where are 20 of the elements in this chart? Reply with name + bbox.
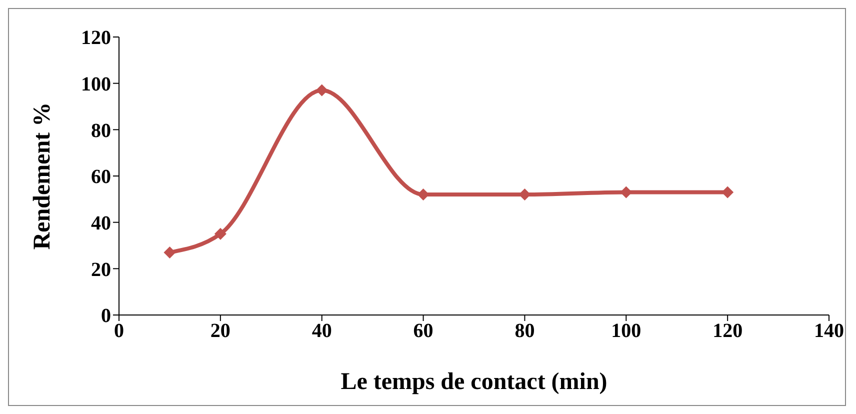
- point: [214, 228, 226, 240]
- x-tick-label: 40: [312, 320, 332, 342]
- y-tick-label: 80: [91, 120, 111, 142]
- x-tick-label: 100: [611, 320, 642, 342]
- x-axis-title: Le temps de contact (min): [340, 369, 608, 395]
- x-tick-label: 60: [413, 320, 434, 342]
- point: [164, 246, 176, 258]
- y-axis-title: Rendement %: [30, 102, 56, 250]
- x-tick-label: 140: [814, 320, 844, 342]
- y-tick-label: 0: [101, 305, 111, 328]
- y-tick-label: 60: [91, 166, 111, 188]
- y-tick-label: 100: [81, 73, 111, 96]
- point: [316, 84, 328, 96]
- point: [722, 186, 734, 198]
- x-tick-label: 20: [210, 320, 230, 342]
- x-tick-label: 120: [712, 320, 743, 342]
- y-tick-label: 40: [91, 212, 111, 234]
- x-tick-label: 80: [514, 320, 535, 342]
- y-tick-label: 120: [81, 27, 111, 50]
- y-tick-label: 20: [91, 258, 111, 281]
